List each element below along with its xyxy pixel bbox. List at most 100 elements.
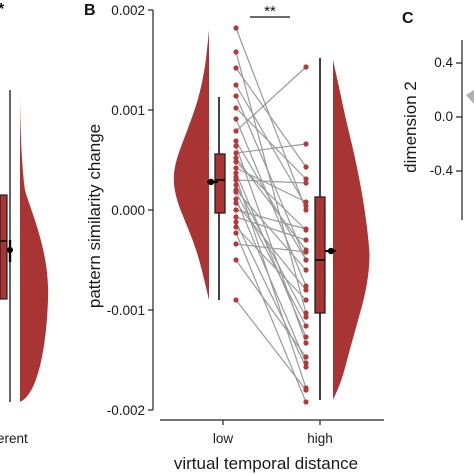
point-high bbox=[303, 314, 309, 320]
paired-line bbox=[235, 243, 307, 253]
point-high bbox=[303, 226, 309, 232]
point-high bbox=[303, 340, 309, 346]
paired-line bbox=[235, 172, 307, 338]
point-low bbox=[233, 93, 239, 99]
panel-c-marker-fragment bbox=[466, 90, 474, 104]
point-high bbox=[303, 64, 309, 70]
paired-line bbox=[235, 259, 307, 358]
point-low bbox=[233, 65, 239, 71]
y-tick-label: 0.002 bbox=[111, 3, 145, 18]
point-low bbox=[233, 105, 239, 111]
point-high bbox=[303, 237, 309, 243]
right-partial-panel: C dimension 2 0.4 0.0 -0.4 bbox=[401, 10, 474, 220]
paired-line bbox=[235, 216, 307, 241]
point-high bbox=[303, 207, 309, 213]
point-high bbox=[303, 387, 309, 393]
paired-line bbox=[235, 221, 307, 368]
point-high bbox=[303, 354, 309, 360]
panel-c-ytick: -0.4 bbox=[430, 163, 454, 178]
point-low bbox=[233, 224, 239, 230]
point-high bbox=[303, 199, 309, 205]
point-low bbox=[233, 200, 239, 206]
paired-line bbox=[235, 118, 307, 287]
point-high bbox=[303, 399, 309, 405]
point-high bbox=[303, 249, 309, 255]
point-low bbox=[233, 138, 239, 144]
y-tick-label: 0.000 bbox=[111, 203, 145, 218]
x-axis-title: virtual temporal distance bbox=[174, 454, 358, 473]
point-low bbox=[233, 170, 239, 176]
point-low bbox=[233, 165, 239, 171]
point-low bbox=[233, 150, 239, 156]
left-violin bbox=[20, 90, 49, 402]
panel-b: B 0.002 0.001 0.000 -0.001 -0.002 ** low high… bbox=[84, 2, 384, 473]
point-high bbox=[303, 257, 309, 263]
point-high bbox=[303, 334, 309, 340]
paired-line bbox=[235, 51, 307, 314]
point-high bbox=[303, 141, 309, 147]
point-high bbox=[303, 180, 309, 186]
point-high bbox=[303, 323, 309, 329]
point-high bbox=[303, 267, 309, 273]
panel-c-y-axis-title: dimension 2 bbox=[401, 81, 420, 173]
point-high bbox=[303, 360, 309, 366]
point-low bbox=[233, 49, 239, 55]
paired-line bbox=[235, 84, 307, 207]
point-high bbox=[303, 176, 309, 182]
point-high bbox=[303, 164, 309, 170]
left-panel-letter-fragment: * bbox=[0, 1, 5, 18]
paired-line bbox=[235, 189, 307, 271]
x-tick-label: high bbox=[307, 431, 333, 446]
point-high bbox=[303, 364, 309, 370]
plot-area: ** bbox=[173, 3, 370, 405]
paired-line bbox=[235, 184, 307, 318]
point-high bbox=[303, 283, 309, 289]
point-low bbox=[233, 155, 239, 161]
point-low bbox=[233, 241, 239, 247]
violin-low bbox=[173, 30, 209, 300]
point-low bbox=[233, 297, 239, 303]
point-high bbox=[303, 297, 309, 303]
paired-line bbox=[235, 95, 307, 261]
point-low bbox=[233, 82, 239, 88]
y-tick-label: 0.001 bbox=[111, 103, 145, 118]
point-low bbox=[233, 177, 239, 183]
panel-c-ytick: 0.0 bbox=[434, 109, 453, 124]
point-high bbox=[303, 203, 309, 209]
box-high-mean-dot bbox=[327, 247, 335, 255]
y-axis: 0.002 0.001 0.000 -0.001 -0.002 bbox=[107, 3, 154, 418]
box-high-box bbox=[314, 196, 326, 314]
point-high bbox=[303, 287, 309, 293]
y-axis-title: pattern similarity change bbox=[85, 124, 104, 308]
paired-line bbox=[235, 140, 307, 261]
point-low bbox=[233, 214, 239, 220]
paired-line bbox=[235, 143, 307, 154]
paired-line bbox=[235, 66, 307, 132]
left-partial-panel: * erent bbox=[0, 1, 49, 446]
point-low bbox=[233, 207, 239, 213]
point-low bbox=[233, 143, 239, 149]
x-tick-label: low bbox=[213, 431, 234, 446]
paired-line bbox=[235, 198, 307, 364]
point-low bbox=[233, 196, 239, 202]
point-low bbox=[233, 182, 239, 188]
paired-line bbox=[235, 226, 307, 301]
point-low bbox=[233, 116, 239, 122]
left-mean-dot bbox=[7, 247, 13, 253]
point-low bbox=[233, 159, 239, 165]
paired-line bbox=[235, 299, 307, 391]
left-xtick-fragment: erent bbox=[0, 431, 28, 446]
y-tick-label: -0.002 bbox=[107, 403, 145, 418]
point-low bbox=[233, 128, 239, 134]
point-low bbox=[233, 257, 239, 263]
paired-line bbox=[235, 202, 307, 291]
paired-line bbox=[235, 179, 307, 184]
paired-line bbox=[235, 209, 307, 230]
left-box bbox=[0, 194, 8, 300]
point-low bbox=[233, 230, 239, 236]
paired-line bbox=[235, 67, 307, 168]
violin-high bbox=[333, 60, 370, 400]
box-low-mean-dot bbox=[207, 178, 215, 186]
point-low bbox=[233, 25, 239, 31]
paired-line bbox=[235, 232, 307, 403]
